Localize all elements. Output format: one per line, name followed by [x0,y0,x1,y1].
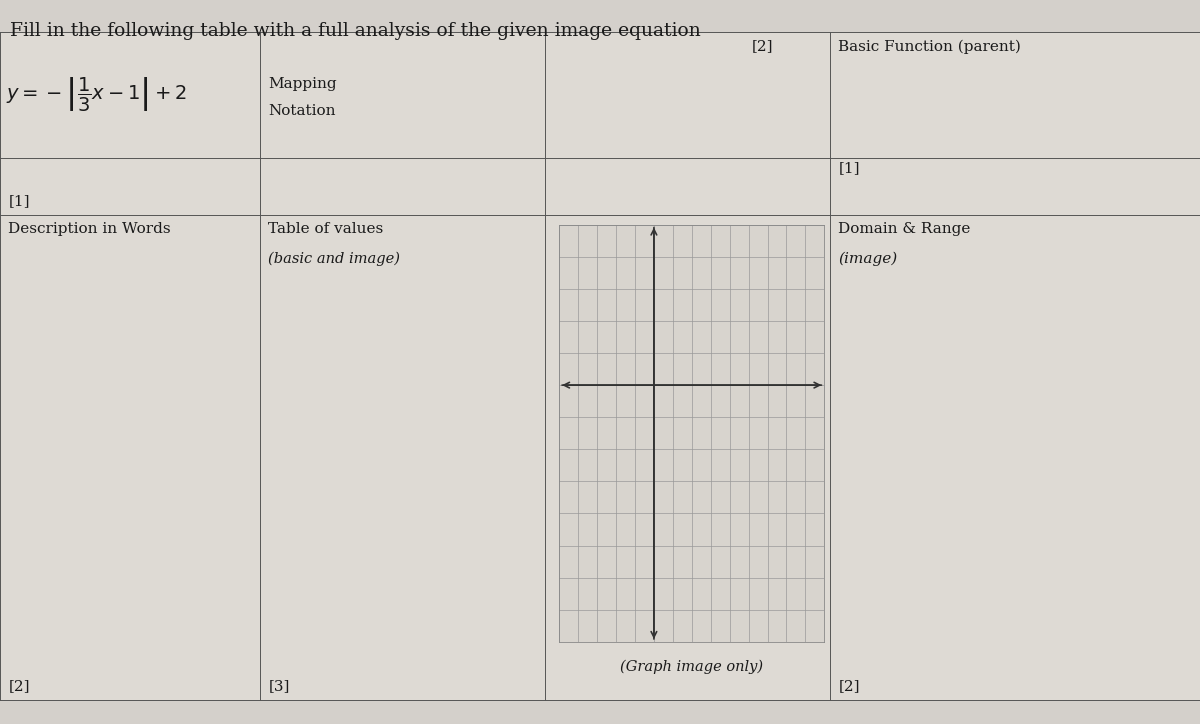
Text: [1]: [1] [8,194,30,208]
Text: (Graph image only): (Graph image only) [620,660,763,674]
Text: [3]: [3] [269,679,289,693]
Text: Description in Words: Description in Words [8,222,172,236]
Text: (basic and image): (basic and image) [269,251,401,266]
Text: Basic Function (parent): Basic Function (parent) [839,39,1021,54]
Text: Notation: Notation [269,104,336,118]
Text: Fill in the following table with a full analysis of the given image equation: Fill in the following table with a full … [10,22,701,40]
Text: (image): (image) [839,251,898,266]
Text: Table of values: Table of values [269,222,384,236]
Text: Mapping: Mapping [269,77,337,91]
Text: $y = -\left|\dfrac{1}{3}x - 1\right| + 2$: $y = -\left|\dfrac{1}{3}x - 1\right| + 2… [6,76,187,114]
Text: [2]: [2] [752,39,774,54]
Text: Domain & Range: Domain & Range [839,222,971,236]
Text: [1]: [1] [839,161,860,176]
Text: [2]: [2] [839,679,860,693]
Text: [2]: [2] [8,679,30,693]
